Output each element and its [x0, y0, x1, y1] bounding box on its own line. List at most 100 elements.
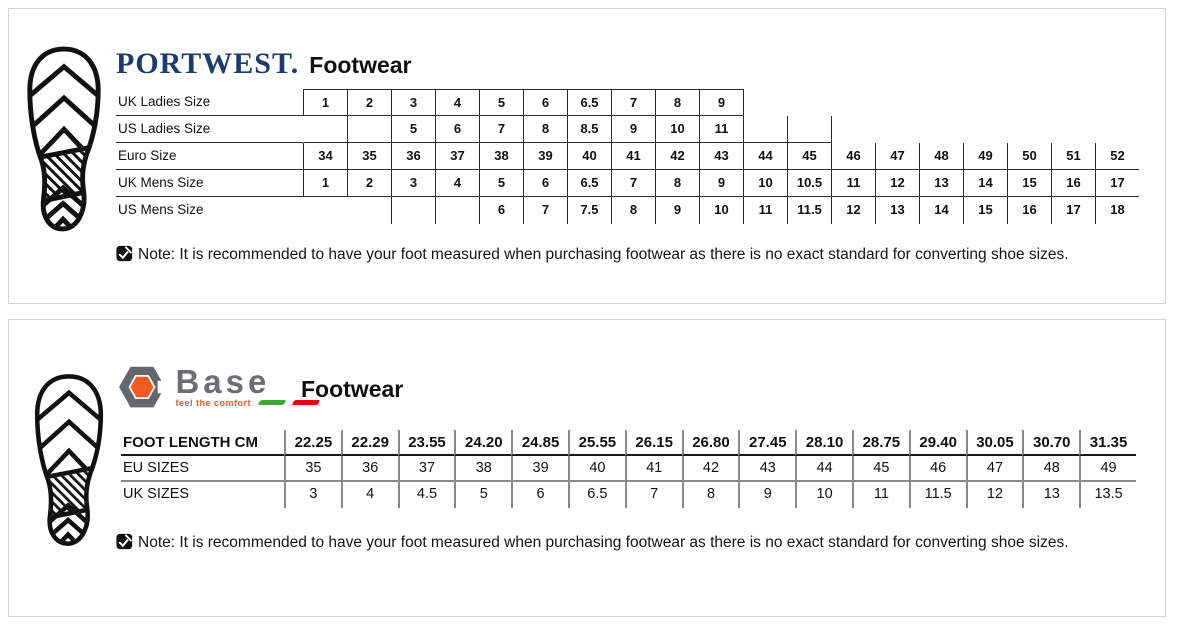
- size-cell: 42: [681, 456, 739, 482]
- size-cell: 9: [699, 89, 743, 116]
- size-cell: 1: [303, 170, 347, 197]
- size-cell: 28.75: [851, 430, 909, 456]
- size-cell: 8: [523, 116, 567, 143]
- size-cell: [963, 116, 1007, 143]
- size-cell: 16: [1007, 197, 1051, 224]
- size-cell: 8: [611, 197, 655, 224]
- size-cell: [787, 116, 831, 143]
- size-cell: 4.5: [397, 482, 455, 508]
- row-label: US Ladies Size: [116, 116, 303, 143]
- portwest-panel: PORTWEST. Footwear UK Ladies Size 1 2 3 4 5 6 6.…: [8, 8, 1166, 304]
- size-cell: 9: [655, 197, 699, 224]
- row-label: Euro Size: [116, 143, 303, 170]
- size-cell: 6: [523, 170, 567, 197]
- size-cell: 22.25: [284, 430, 341, 456]
- size-cell: 6.5: [567, 482, 625, 508]
- portwest-logo: PORTWEST.: [116, 47, 300, 80]
- size-cell: 14: [963, 170, 1007, 197]
- size-cell: 35: [347, 143, 391, 170]
- size-cell: 11: [699, 116, 743, 143]
- size-cell: 11: [743, 197, 787, 224]
- size-cell: 46: [831, 143, 875, 170]
- portwest-note: Note: It is recommended to have your foo…: [116, 245, 1069, 264]
- boot-print-icon: [34, 374, 104, 546]
- base-note: Note: It is recommended to have your foo…: [116, 533, 1069, 552]
- size-cell: 34: [303, 143, 347, 170]
- size-cell: 11: [831, 170, 875, 197]
- size-cell: 10: [743, 170, 787, 197]
- size-cell: 41: [611, 143, 655, 170]
- size-cell: 13.5: [1079, 482, 1136, 508]
- size-cell: 48: [919, 143, 963, 170]
- size-cell: 24.85: [511, 430, 568, 456]
- size-cell: 28.10: [795, 430, 852, 456]
- size-cell: 36: [391, 143, 435, 170]
- size-cell: 8.5: [567, 116, 611, 143]
- row-label: EU SIZES: [121, 456, 284, 482]
- size-cell: 22.29: [340, 430, 398, 456]
- size-cell: 7: [611, 89, 655, 116]
- size-cell: 43: [699, 143, 743, 170]
- size-cell: 11.5: [908, 482, 966, 508]
- size-cell: 6.5: [567, 170, 611, 197]
- size-cell: 39: [511, 456, 568, 482]
- size-cell: 6: [511, 482, 568, 508]
- size-cell: 15: [1007, 170, 1051, 197]
- size-cell: 39: [523, 143, 567, 170]
- size-cell: 15: [963, 197, 1007, 224]
- base-header: Base feel the comfort: [117, 362, 321, 418]
- size-cell: 49: [1079, 456, 1136, 482]
- size-cell: 10.5: [787, 170, 831, 197]
- size-cell: 24.20: [454, 430, 512, 456]
- size-cell: 29.40: [908, 430, 966, 456]
- size-cell: 8: [681, 482, 739, 508]
- size-cell: 40: [567, 143, 611, 170]
- size-cell: [1007, 116, 1051, 143]
- size-cell: 44: [743, 143, 787, 170]
- size-cell: 16: [1051, 170, 1095, 197]
- size-cell: [831, 89, 875, 116]
- note-text: Note: It is recommended to have your foo…: [138, 246, 1069, 263]
- size-cell: 9: [611, 116, 655, 143]
- size-cell: 31.35: [1079, 430, 1136, 456]
- size-cell: [1095, 116, 1139, 143]
- size-cell: 52: [1095, 143, 1139, 170]
- size-cell: 37: [397, 456, 455, 482]
- size-cell: 45: [787, 143, 831, 170]
- base-brand-text: Base: [175, 362, 271, 400]
- size-cell: 8: [655, 170, 699, 197]
- size-cell: 11.5: [787, 197, 831, 224]
- size-cell: 10: [795, 482, 852, 508]
- base-panel: Base feel the comfort Footwear FOOT LENG…: [8, 319, 1166, 617]
- base-tagline: feel the comfort: [175, 397, 251, 408]
- size-cell: [303, 197, 347, 224]
- size-cell: 47: [965, 456, 1023, 482]
- size-cell: 8: [655, 89, 699, 116]
- size-cell: [787, 89, 831, 116]
- base-size-table: FOOT LENGTH CM 22.25 22.29 23.55 24.20 24.85 2…: [121, 430, 1136, 508]
- size-cell: 18: [1095, 197, 1139, 224]
- base-wordmark: Base feel the comfort: [175, 362, 321, 408]
- size-cell: 12: [965, 482, 1023, 508]
- boot-print-icon: [27, 46, 101, 232]
- portwest-size-table: UK Ladies Size 1 2 3 4 5 6 6.5 7 8 9 US Ladies Size…: [116, 89, 1139, 224]
- base-footwear-title: Footwear: [301, 376, 404, 402]
- size-cell: [743, 116, 787, 143]
- size-cell: [391, 197, 435, 224]
- size-cell: 47: [875, 143, 919, 170]
- size-cell: [303, 116, 347, 143]
- size-cell: 30.05: [965, 430, 1023, 456]
- portwest-header: PORTWEST. Footwear: [116, 47, 412, 81]
- size-cell: 13: [1022, 482, 1079, 508]
- size-cell: 17: [1051, 197, 1095, 224]
- size-cell: 1: [303, 89, 347, 116]
- size-cell: 38: [479, 143, 523, 170]
- size-cell: 3: [391, 89, 435, 116]
- size-cell: 14: [919, 197, 963, 224]
- checked-note-icon: [116, 533, 133, 550]
- size-cell: [875, 116, 919, 143]
- size-cell: 10: [655, 116, 699, 143]
- size-cell: 12: [831, 197, 875, 224]
- size-cell: 12: [875, 170, 919, 197]
- size-cell: 26.15: [624, 430, 682, 456]
